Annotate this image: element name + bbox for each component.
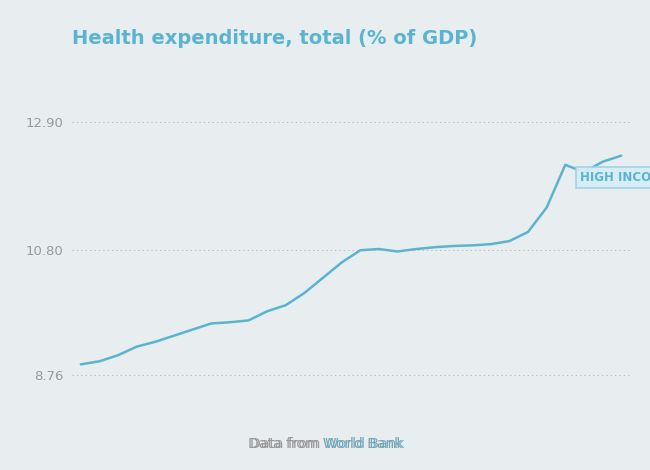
Text: HIGH INCOME: HIGH INCOME [580, 171, 650, 184]
Text: Data from World Bank: Data from World Bank [248, 437, 402, 451]
Text: World Bank: World Bank [325, 437, 404, 451]
Text: Data from: Data from [250, 437, 325, 451]
Text: Health expenditure, total (% of GDP): Health expenditure, total (% of GDP) [72, 30, 476, 48]
